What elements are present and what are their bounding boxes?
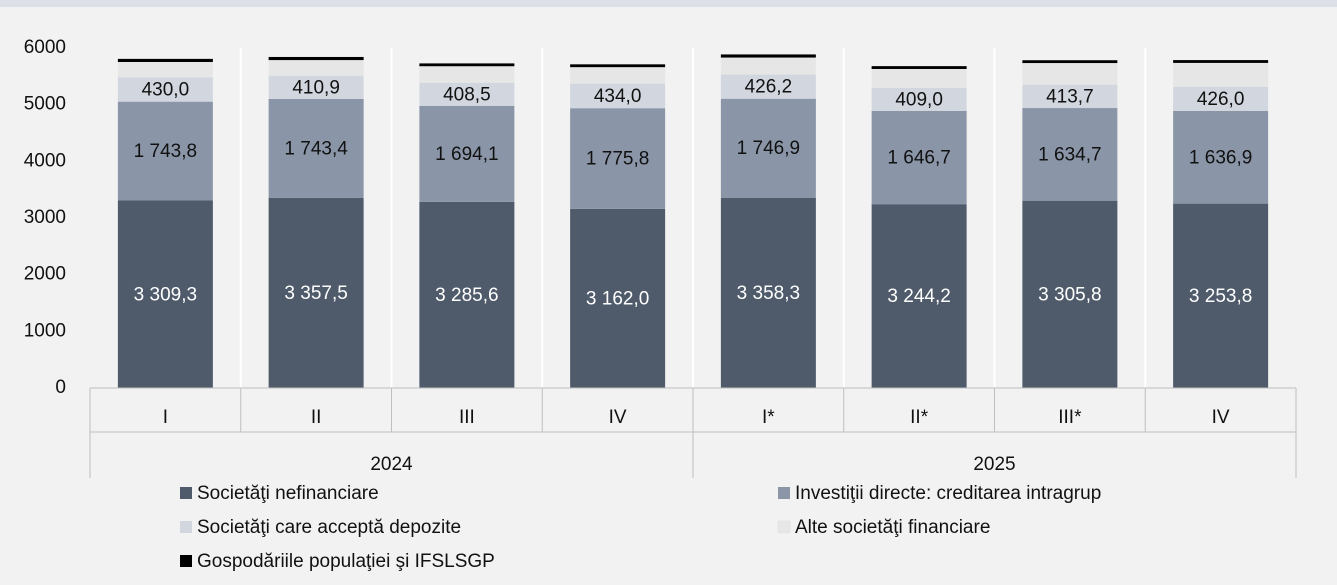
- bar-segment: [268, 98, 364, 198]
- value-label: 434,0: [594, 86, 642, 107]
- y-tick-label: 6000: [24, 37, 66, 58]
- bar-segment: [570, 208, 666, 388]
- bar-segment: [419, 63, 515, 67]
- bar-segment: [1022, 108, 1118, 201]
- x-tick-label: I: [163, 407, 168, 428]
- bar-segment: [871, 66, 967, 69]
- bar-segment: [117, 200, 213, 388]
- value-label: 3 305,8: [1038, 284, 1101, 305]
- bar-segment: [117, 77, 213, 102]
- bar-segment: [268, 75, 364, 99]
- bar-segment: [720, 54, 816, 58]
- value-label: 3 309,3: [134, 284, 197, 305]
- value-label: 426,0: [1197, 89, 1245, 110]
- value-label: 1 743,8: [134, 141, 197, 162]
- x-tick-label: I*: [762, 407, 775, 428]
- value-label: 430,0: [142, 79, 190, 100]
- bar-segment: [720, 74, 816, 99]
- bar-segment: [117, 101, 213, 201]
- bar-segment: [570, 108, 666, 209]
- y-tick-label: 1000: [24, 320, 66, 341]
- value-label: 410,9: [292, 77, 340, 98]
- y-tick-label: 2000: [24, 264, 66, 285]
- y-tick-label: 3000: [24, 207, 66, 228]
- bar-segment: [1173, 110, 1269, 204]
- value-label: 1 646,7: [887, 148, 950, 169]
- bar-segment: [871, 87, 967, 111]
- legend-label: Alte societăţi financiare: [795, 517, 990, 538]
- value-label: 3 253,8: [1189, 286, 1252, 307]
- bar-segment: [720, 197, 816, 388]
- value-label: 3 285,6: [435, 285, 498, 306]
- value-label: 1 743,4: [284, 138, 348, 159]
- bar-segment: [419, 105, 515, 202]
- y-tick-label: 0: [55, 377, 66, 398]
- legend-swatch: [777, 520, 791, 534]
- value-label: 1 636,9: [1189, 147, 1252, 168]
- legend-label: Societăţi care acceptă depozite: [197, 517, 461, 538]
- legend-swatch: [180, 487, 192, 499]
- value-label: 1 775,8: [586, 149, 649, 170]
- bar-segment: [117, 61, 213, 78]
- y-tick-label: 5000: [24, 94, 66, 115]
- value-label: 409,0: [895, 89, 943, 110]
- legend-swatch: [778, 487, 790, 499]
- bar-segment: [1022, 200, 1118, 388]
- legend-swatch: [180, 521, 192, 533]
- bar-segment: [1173, 203, 1269, 388]
- value-label: 3 162,0: [586, 288, 649, 309]
- value-label: 3 244,2: [887, 286, 950, 307]
- bar-segment: [419, 66, 515, 83]
- bar-segment: [1173, 86, 1269, 111]
- y-tick-label: 4000: [24, 150, 66, 171]
- bar-segment: [570, 64, 666, 68]
- bar-segment: [419, 82, 515, 106]
- legend-swatch: [180, 555, 192, 567]
- legend-label: Gospodăriile populaţiei şi IFSLSGP: [197, 551, 495, 572]
- value-label: 408,5: [443, 84, 491, 105]
- bar-segment: [720, 98, 816, 198]
- value-label: 1 746,9: [737, 138, 800, 159]
- value-label: 3 357,5: [284, 283, 347, 304]
- x-tick-label: II: [311, 407, 322, 428]
- bar-segment: [871, 68, 967, 88]
- group-label: 2024: [370, 454, 413, 475]
- bar-segment: [570, 83, 666, 109]
- x-tick-label: IV: [1212, 407, 1230, 428]
- x-tick-label: IV: [609, 407, 627, 428]
- bar-segment: [268, 56, 364, 61]
- bar-segment: [1173, 62, 1269, 87]
- bar-segment: [268, 197, 364, 388]
- bar-segment: [268, 60, 364, 76]
- bar-segment: [1022, 63, 1118, 85]
- bar-segment: [1022, 60, 1118, 64]
- x-tick-label: III*: [1058, 407, 1082, 428]
- value-label: 413,7: [1046, 86, 1094, 107]
- value-label: 426,2: [745, 77, 793, 98]
- legend-label: Investiţii directe: creditarea intragrup: [795, 483, 1101, 504]
- bar-segment: [1173, 60, 1269, 63]
- bar-segment: [871, 204, 967, 388]
- bar-segment: [117, 58, 213, 62]
- bar-segment: [871, 110, 967, 205]
- value-label: 3 358,3: [737, 283, 800, 304]
- value-label: 1 694,1: [435, 144, 498, 165]
- value-label: 1 634,7: [1038, 144, 1101, 165]
- bar-segment: [1022, 84, 1118, 109]
- legend-label: Societăţi nefinanciare: [197, 483, 379, 504]
- x-tick-label: III: [459, 407, 475, 428]
- bar-segment: [570, 67, 666, 84]
- group-label: 2025: [973, 454, 1015, 475]
- top-strip: [0, 0, 1337, 7]
- bar-segment: [720, 57, 816, 75]
- x-tick-label: II*: [910, 407, 929, 428]
- bar-segment: [419, 201, 515, 388]
